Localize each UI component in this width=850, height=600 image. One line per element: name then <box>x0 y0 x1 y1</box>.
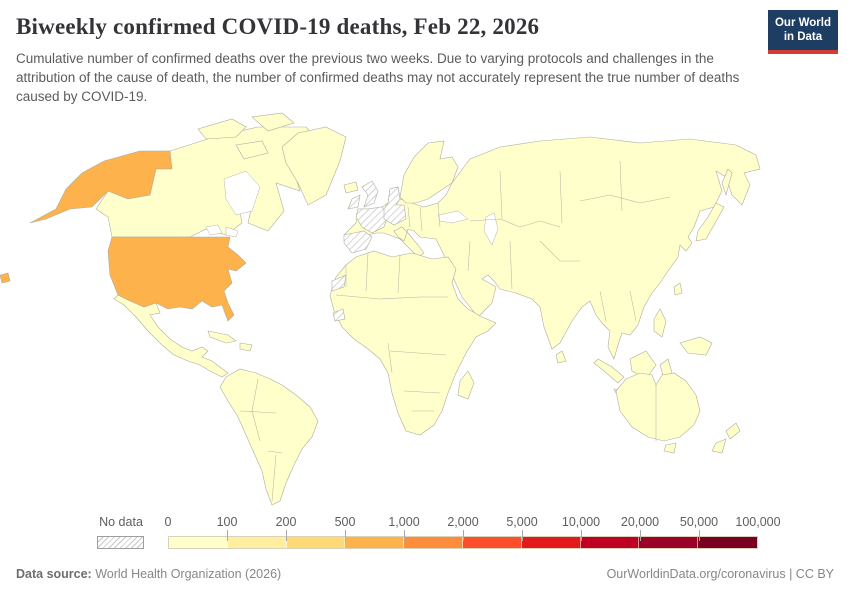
legend-tick-mark <box>640 530 641 541</box>
region-south-america[interactable] <box>219 368 319 506</box>
region-australia[interactable] <box>615 372 701 442</box>
footer-datasource-label: Data source: <box>16 567 92 581</box>
legend-tick-mark <box>522 530 523 541</box>
region-united-states-islands[interactable] <box>0 272 11 284</box>
region-new-zealand-south[interactable] <box>711 438 727 454</box>
region-united-kingdom[interactable] <box>361 180 379 208</box>
legend-tick-label: 0 <box>164 515 172 529</box>
country-borders <box>239 160 671 502</box>
legend-bin[interactable] <box>462 537 522 548</box>
legend-tick-label: 50,000 <box>679 515 719 529</box>
world-map <box>0 110 850 512</box>
region-greenland[interactable] <box>281 126 347 206</box>
region-scandinavia[interactable] <box>399 140 459 204</box>
region-japan[interactable] <box>695 202 725 242</box>
region-taiwan[interactable] <box>673 282 683 296</box>
region-sumatra[interactable] <box>593 358 625 384</box>
region-arctic-island[interactable] <box>197 118 247 140</box>
legend-tick-mark <box>404 530 405 541</box>
great-lakes <box>225 226 239 238</box>
legend-tick-mark <box>581 530 582 541</box>
legend-tick-label: 10,000 <box>561 515 601 529</box>
legend-bin[interactable] <box>404 537 463 548</box>
page-subtitle: Cumulative number of confirmed deaths ov… <box>16 51 740 105</box>
legend-bin[interactable] <box>521 537 581 548</box>
hudson-bay <box>223 170 261 216</box>
region-western-sahara[interactable] <box>331 274 347 292</box>
legend-bin[interactable] <box>169 537 228 548</box>
legend-bin[interactable] <box>345 537 405 548</box>
legend-no-data-swatch[interactable] <box>97 536 144 549</box>
legend-tick-label: 100 <box>216 515 238 529</box>
legend-tick-label: 5,000 <box>506 515 538 529</box>
legend-bin[interactable] <box>580 537 640 548</box>
legend-tick-mark <box>227 530 228 541</box>
owid-logo-line1: Our World <box>774 17 831 29</box>
caspian-sea <box>483 212 499 246</box>
legend-bin[interactable] <box>286 537 346 548</box>
region-borneo[interactable] <box>629 350 657 380</box>
legend-tick-mark <box>345 530 346 541</box>
legend-bin[interactable] <box>698 537 757 548</box>
footer-link[interactable]: OurWorldinData.org/coronavirus <box>606 567 786 581</box>
region-hispaniola[interactable] <box>239 342 253 352</box>
chart-header: Biweekly confirmed COVID-19 deaths, Feb … <box>16 14 756 106</box>
region-new-guinea[interactable] <box>679 336 713 356</box>
map-legend: No data 0 100 200 500 1,000 2,000 5,000 10,000 2… <box>0 514 850 556</box>
legend-tick-label: 1,000 <box>388 515 420 529</box>
region-madagascar[interactable] <box>457 370 475 400</box>
owid-logo-line2: in Data <box>783 30 823 43</box>
footer-datasource-value: World Health Organization (2026) <box>91 567 282 581</box>
region-sri-lanka[interactable] <box>555 350 567 364</box>
footer-datasource: Data source: World Health Organization (… <box>16 567 281 581</box>
region-germany-denmark[interactable] <box>383 186 407 226</box>
footer-license: CC BY <box>795 567 834 581</box>
legend-tick-mark <box>286 530 287 541</box>
legend-tick-label: 500 <box>334 515 356 529</box>
legend-bin[interactable] <box>227 537 287 548</box>
region-cuba[interactable] <box>207 330 237 344</box>
region-africa[interactable] <box>329 250 497 436</box>
legend-tick-label: 100,000 <box>735 515 781 529</box>
footer-attribution: OurWorldinData.org/coronavirus | CC BY <box>607 567 834 581</box>
legend-bin[interactable] <box>639 537 699 548</box>
region-tasmania[interactable] <box>663 442 677 454</box>
region-sakhalin[interactable] <box>721 168 733 197</box>
legend-tick-mark <box>699 530 700 541</box>
region-guinea[interactable] <box>332 308 346 322</box>
great-lakes <box>205 224 223 236</box>
region-new-zealand-north[interactable] <box>725 422 741 440</box>
region-arctic-island[interactable] <box>235 140 269 160</box>
footer-separator: | <box>785 567 796 581</box>
legend-no-data-label: No data <box>99 515 143 529</box>
region-philippines[interactable] <box>653 308 667 338</box>
region-mexico-central-america[interactable] <box>113 294 229 378</box>
page-title: Biweekly confirmed COVID-19 deaths, Feb … <box>16 14 540 39</box>
region-ireland[interactable] <box>347 194 361 210</box>
region-arctic-island[interactable] <box>251 112 295 132</box>
region-eurasia[interactable] <box>343 136 761 360</box>
owid-logo[interactable]: Our World in Data <box>767 10 838 54</box>
region-france[interactable] <box>355 206 389 234</box>
region-iceland[interactable] <box>343 181 359 194</box>
region-spain-portugal[interactable] <box>343 230 373 254</box>
legend-tick-label: 2,000 <box>447 515 479 529</box>
chart-footer: Data source: World Health Organization (… <box>0 567 850 581</box>
legend-tick-label: 200 <box>275 515 297 529</box>
legend-tick-mark <box>463 530 464 541</box>
legend-tick-label: 20,000 <box>620 515 660 529</box>
